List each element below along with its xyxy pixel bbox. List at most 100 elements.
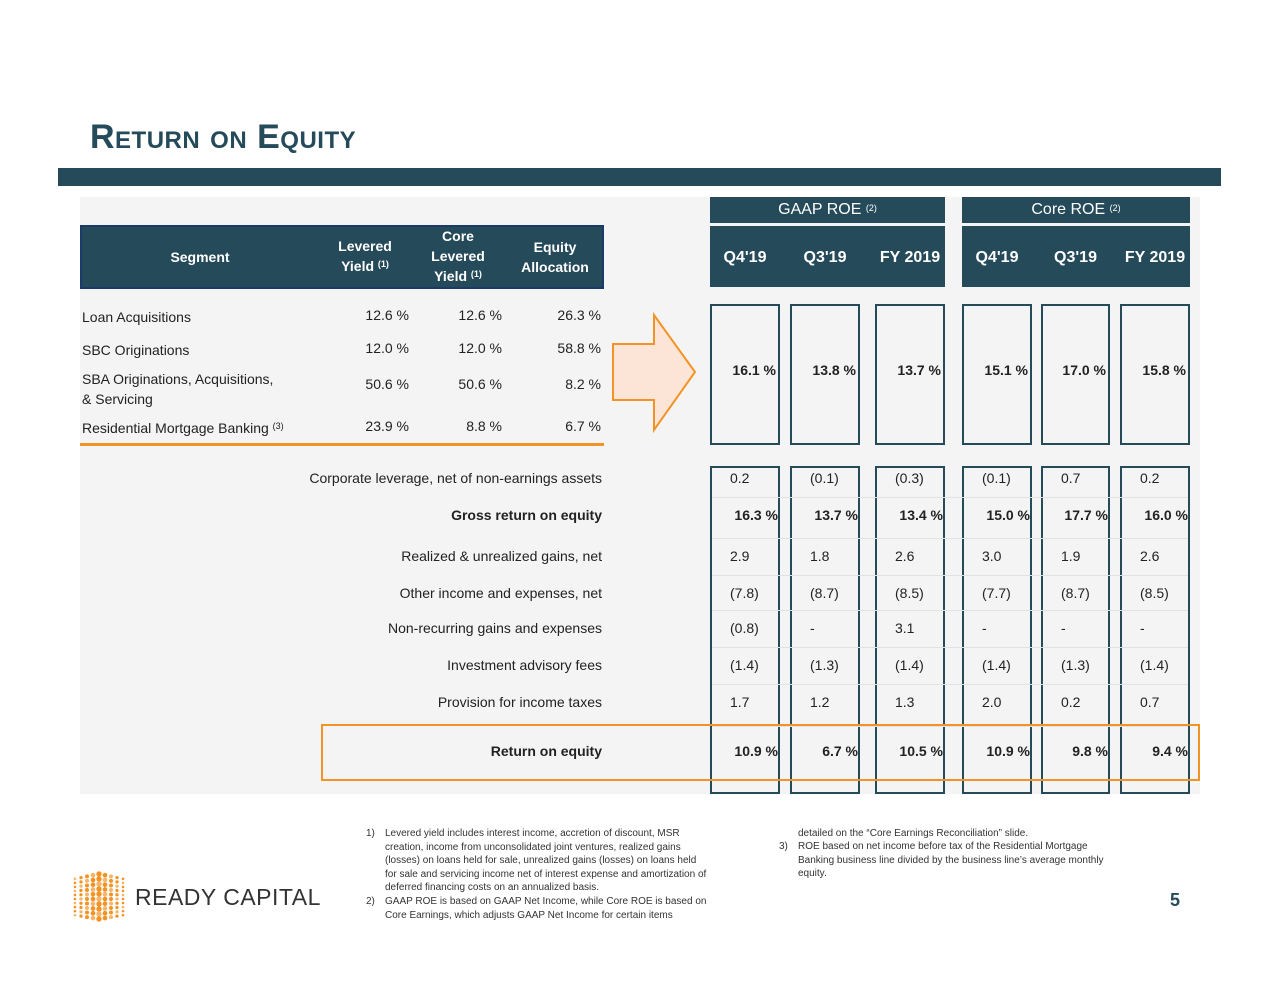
period-header: FY 2019 — [1124, 249, 1186, 266]
row-value: (8.7) — [1061, 585, 1090, 601]
row-value: (7.7) — [982, 585, 1011, 601]
row-value: 10.5 % — [899, 743, 943, 759]
row-value: 17.7 % — [1064, 507, 1108, 523]
row-value: 2.9 — [730, 548, 750, 564]
roe-column-box — [962, 466, 1032, 794]
row-value: (8.5) — [1140, 585, 1169, 601]
footnote-1: 1) Levered yield includes interest income… — [366, 828, 707, 893]
row-value: 13.7 % — [814, 507, 858, 523]
row-value: 2.0 — [982, 694, 1002, 710]
gaap-roe-header: GAAP ROE (2) — [710, 197, 945, 223]
gaap-period-band — [710, 226, 945, 287]
row-value: 10.9 % — [986, 743, 1030, 759]
segment-row-name: Loan Acquisitions — [82, 309, 191, 325]
row-label: Provision for income taxes — [437, 694, 602, 710]
row-value: 0.7 — [1140, 694, 1160, 710]
row-value: (0.8) — [730, 620, 759, 636]
segment-roe-box — [875, 304, 945, 445]
row-value: 9.4 % — [1152, 743, 1188, 759]
row-value: (1.4) — [1140, 657, 1169, 673]
row-label: Other income and expenses, net — [399, 585, 602, 601]
footnote-3: 3) ROE based on net income before tax of … — [779, 841, 1104, 879]
core-period-band — [962, 226, 1190, 287]
row-value: 1.9 — [1061, 548, 1081, 564]
row-value: (1.4) — [895, 657, 924, 673]
row-label: Non-recurring gains and expenses — [387, 620, 602, 636]
row-value: - — [1061, 620, 1066, 636]
row-value: 0.2 — [730, 470, 750, 486]
row-label: Corporate leverage, net of non-earnings … — [309, 470, 602, 486]
row-value: 0.2 — [1140, 470, 1160, 486]
segment-roe-value: 16.1 % — [732, 362, 776, 378]
segment-roe-value: 17.0 % — [1062, 362, 1106, 378]
row-value: 9.8 % — [1072, 743, 1108, 759]
levered-yield-value: 50.6 % — [365, 376, 409, 392]
segment-table-header — [80, 225, 604, 289]
ready-capital-logo-text: READY CAPITAL — [135, 884, 321, 910]
row-value: 2.6 — [1140, 548, 1160, 564]
equity-allocation-value: 26.3 % — [557, 307, 601, 323]
row-value: (1.4) — [982, 657, 1011, 673]
header-segment: Segment — [170, 249, 230, 265]
footnote-2: 2) GAAP ROE is based on GAAP Net Income, … — [366, 896, 707, 921]
row-value: 3.0 — [982, 548, 1002, 564]
row-value: (8.7) — [810, 585, 839, 601]
period-header: Q4'19 — [723, 249, 767, 266]
page-number: 5 — [1170, 890, 1181, 910]
core-levered-yield-value: 50.6 % — [458, 376, 502, 392]
row-value: (1.4) — [730, 657, 759, 673]
row-value: 0.7 — [1061, 470, 1081, 486]
row-value: 2.6 — [895, 548, 915, 564]
row-label: Gross return on equity — [451, 507, 602, 523]
core-levered-yield-value: 8.8 % — [466, 418, 502, 434]
row-value: (0.3) — [895, 470, 924, 486]
segment-row-name: Residential Mortgage Banking (3) — [82, 420, 284, 436]
row-value: - — [810, 620, 815, 636]
page-title: Return on Equity — [90, 118, 357, 156]
footnote-2-continued: detailed on the “Core Earnings Reconcili… — [798, 828, 1029, 839]
period-header: Q3'19 — [1054, 249, 1097, 266]
row-value: 13.4 % — [899, 507, 943, 523]
row-value: 16.3 % — [734, 507, 778, 523]
return-on-equity-highlight — [321, 724, 1200, 781]
core-levered-yield-value: 12.0 % — [458, 340, 502, 356]
row-value: 16.0 % — [1144, 507, 1188, 523]
header-equity-allocation: Equity Allocation — [521, 239, 589, 275]
segment-roe-value: 15.1 % — [984, 362, 1028, 378]
row-value: (7.8) — [730, 585, 759, 601]
row-value: 0.2 — [1061, 694, 1081, 710]
roe-column-box — [710, 466, 780, 794]
roe-column-box — [875, 466, 945, 794]
period-header: FY 2019 — [879, 249, 941, 266]
ready-capital-logo-icon — [73, 871, 125, 922]
segment-row-name: SBA Originations, Acquisitions, & Servici… — [82, 371, 274, 407]
row-value: (0.1) — [810, 470, 839, 486]
segment-roe-value: 15.8 % — [1142, 362, 1186, 378]
row-label: Investment advisory fees — [447, 657, 602, 673]
levered-yield-value: 12.0 % — [365, 340, 409, 356]
core-roe-header: Core ROE (2) — [962, 197, 1190, 223]
row-value: 1.3 — [895, 694, 915, 710]
row-value: - — [1140, 620, 1145, 636]
row-value: 1.7 — [730, 694, 750, 710]
period-header: Q3'19 — [803, 249, 847, 266]
row-value: 15.0 % — [986, 507, 1030, 523]
row-value: 10.9 % — [734, 743, 778, 759]
row-label: Return on equity — [490, 743, 602, 759]
row-value: 3.1 — [895, 620, 915, 636]
segment-roe-box — [710, 304, 780, 445]
segment-roe-box — [790, 304, 860, 445]
segment-underline — [80, 443, 604, 446]
segment-roe-box — [1041, 304, 1110, 445]
row-label: Realized & unrealized gains, net — [401, 548, 602, 564]
roe-column-box — [1041, 466, 1110, 794]
row-value: (1.3) — [810, 657, 839, 673]
row-value: (1.3) — [1061, 657, 1090, 673]
title-divider — [58, 168, 1221, 186]
header-levered-yield: Levered Yield (1) — [338, 238, 392, 274]
row-value: - — [982, 620, 987, 636]
table-panel — [80, 197, 1200, 794]
equity-allocation-value: 58.8 % — [557, 340, 601, 356]
period-header: Q4'19 — [975, 249, 1019, 266]
core-levered-yield-value: 12.6 % — [458, 307, 502, 323]
